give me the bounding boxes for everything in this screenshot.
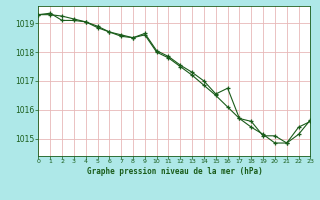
X-axis label: Graphe pression niveau de la mer (hPa): Graphe pression niveau de la mer (hPa): [86, 167, 262, 176]
